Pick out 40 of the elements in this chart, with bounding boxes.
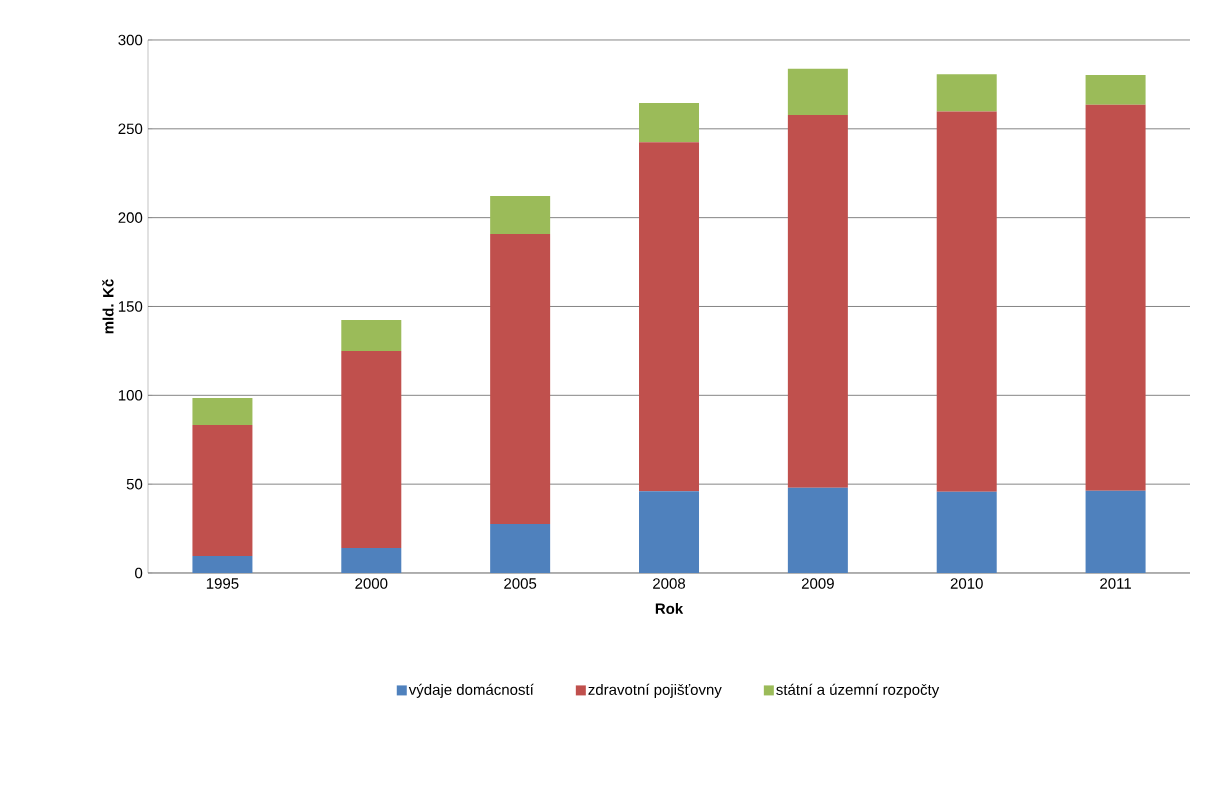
bar [490, 233, 551, 524]
bar [1085, 490, 1146, 573]
bar [341, 350, 402, 549]
x-tick-label: 1995 [206, 578, 239, 589]
bar [341, 319, 402, 351]
bar [341, 548, 402, 573]
x-tick-label: 2010 [950, 578, 983, 589]
bar [192, 424, 253, 556]
x-tick-label: 2005 [504, 578, 537, 589]
y-tick-label: 50 [126, 478, 143, 490]
y-tick-label: 100 [118, 390, 143, 401]
bar [1085, 104, 1146, 491]
bar [787, 487, 848, 573]
y-tick-label: 250 [118, 123, 143, 135]
legend-label: výdaje domácností [408, 683, 534, 698]
bar [787, 68, 848, 115]
y-tick-label: 0 [135, 567, 143, 579]
bar [639, 142, 700, 492]
y-tick-label: 200 [118, 212, 143, 223]
bar [787, 114, 848, 488]
bar [639, 103, 700, 143]
x-tick-label: 2000 [355, 578, 388, 589]
legend-label: státní a územní rozpočty [776, 683, 940, 698]
bar [490, 523, 551, 573]
y-tick-label: 300 [118, 34, 143, 46]
bar [490, 195, 551, 234]
x-tick-label: 2008 [653, 578, 686, 589]
x-axis-title: Rok [655, 603, 684, 615]
x-tick-label: 2011 [1100, 578, 1131, 589]
bar [192, 397, 253, 425]
bar [936, 491, 997, 573]
y-tick-label: 150 [118, 301, 143, 312]
bar [192, 555, 253, 573]
bar [936, 111, 997, 492]
y-axis-title: mld. Kč [102, 279, 114, 334]
bar [639, 491, 700, 573]
legend-label: zdravotní pojišťovny [588, 683, 722, 698]
x-tick-label: 2009 [801, 578, 834, 589]
bar [936, 74, 997, 112]
bar [1085, 74, 1146, 105]
